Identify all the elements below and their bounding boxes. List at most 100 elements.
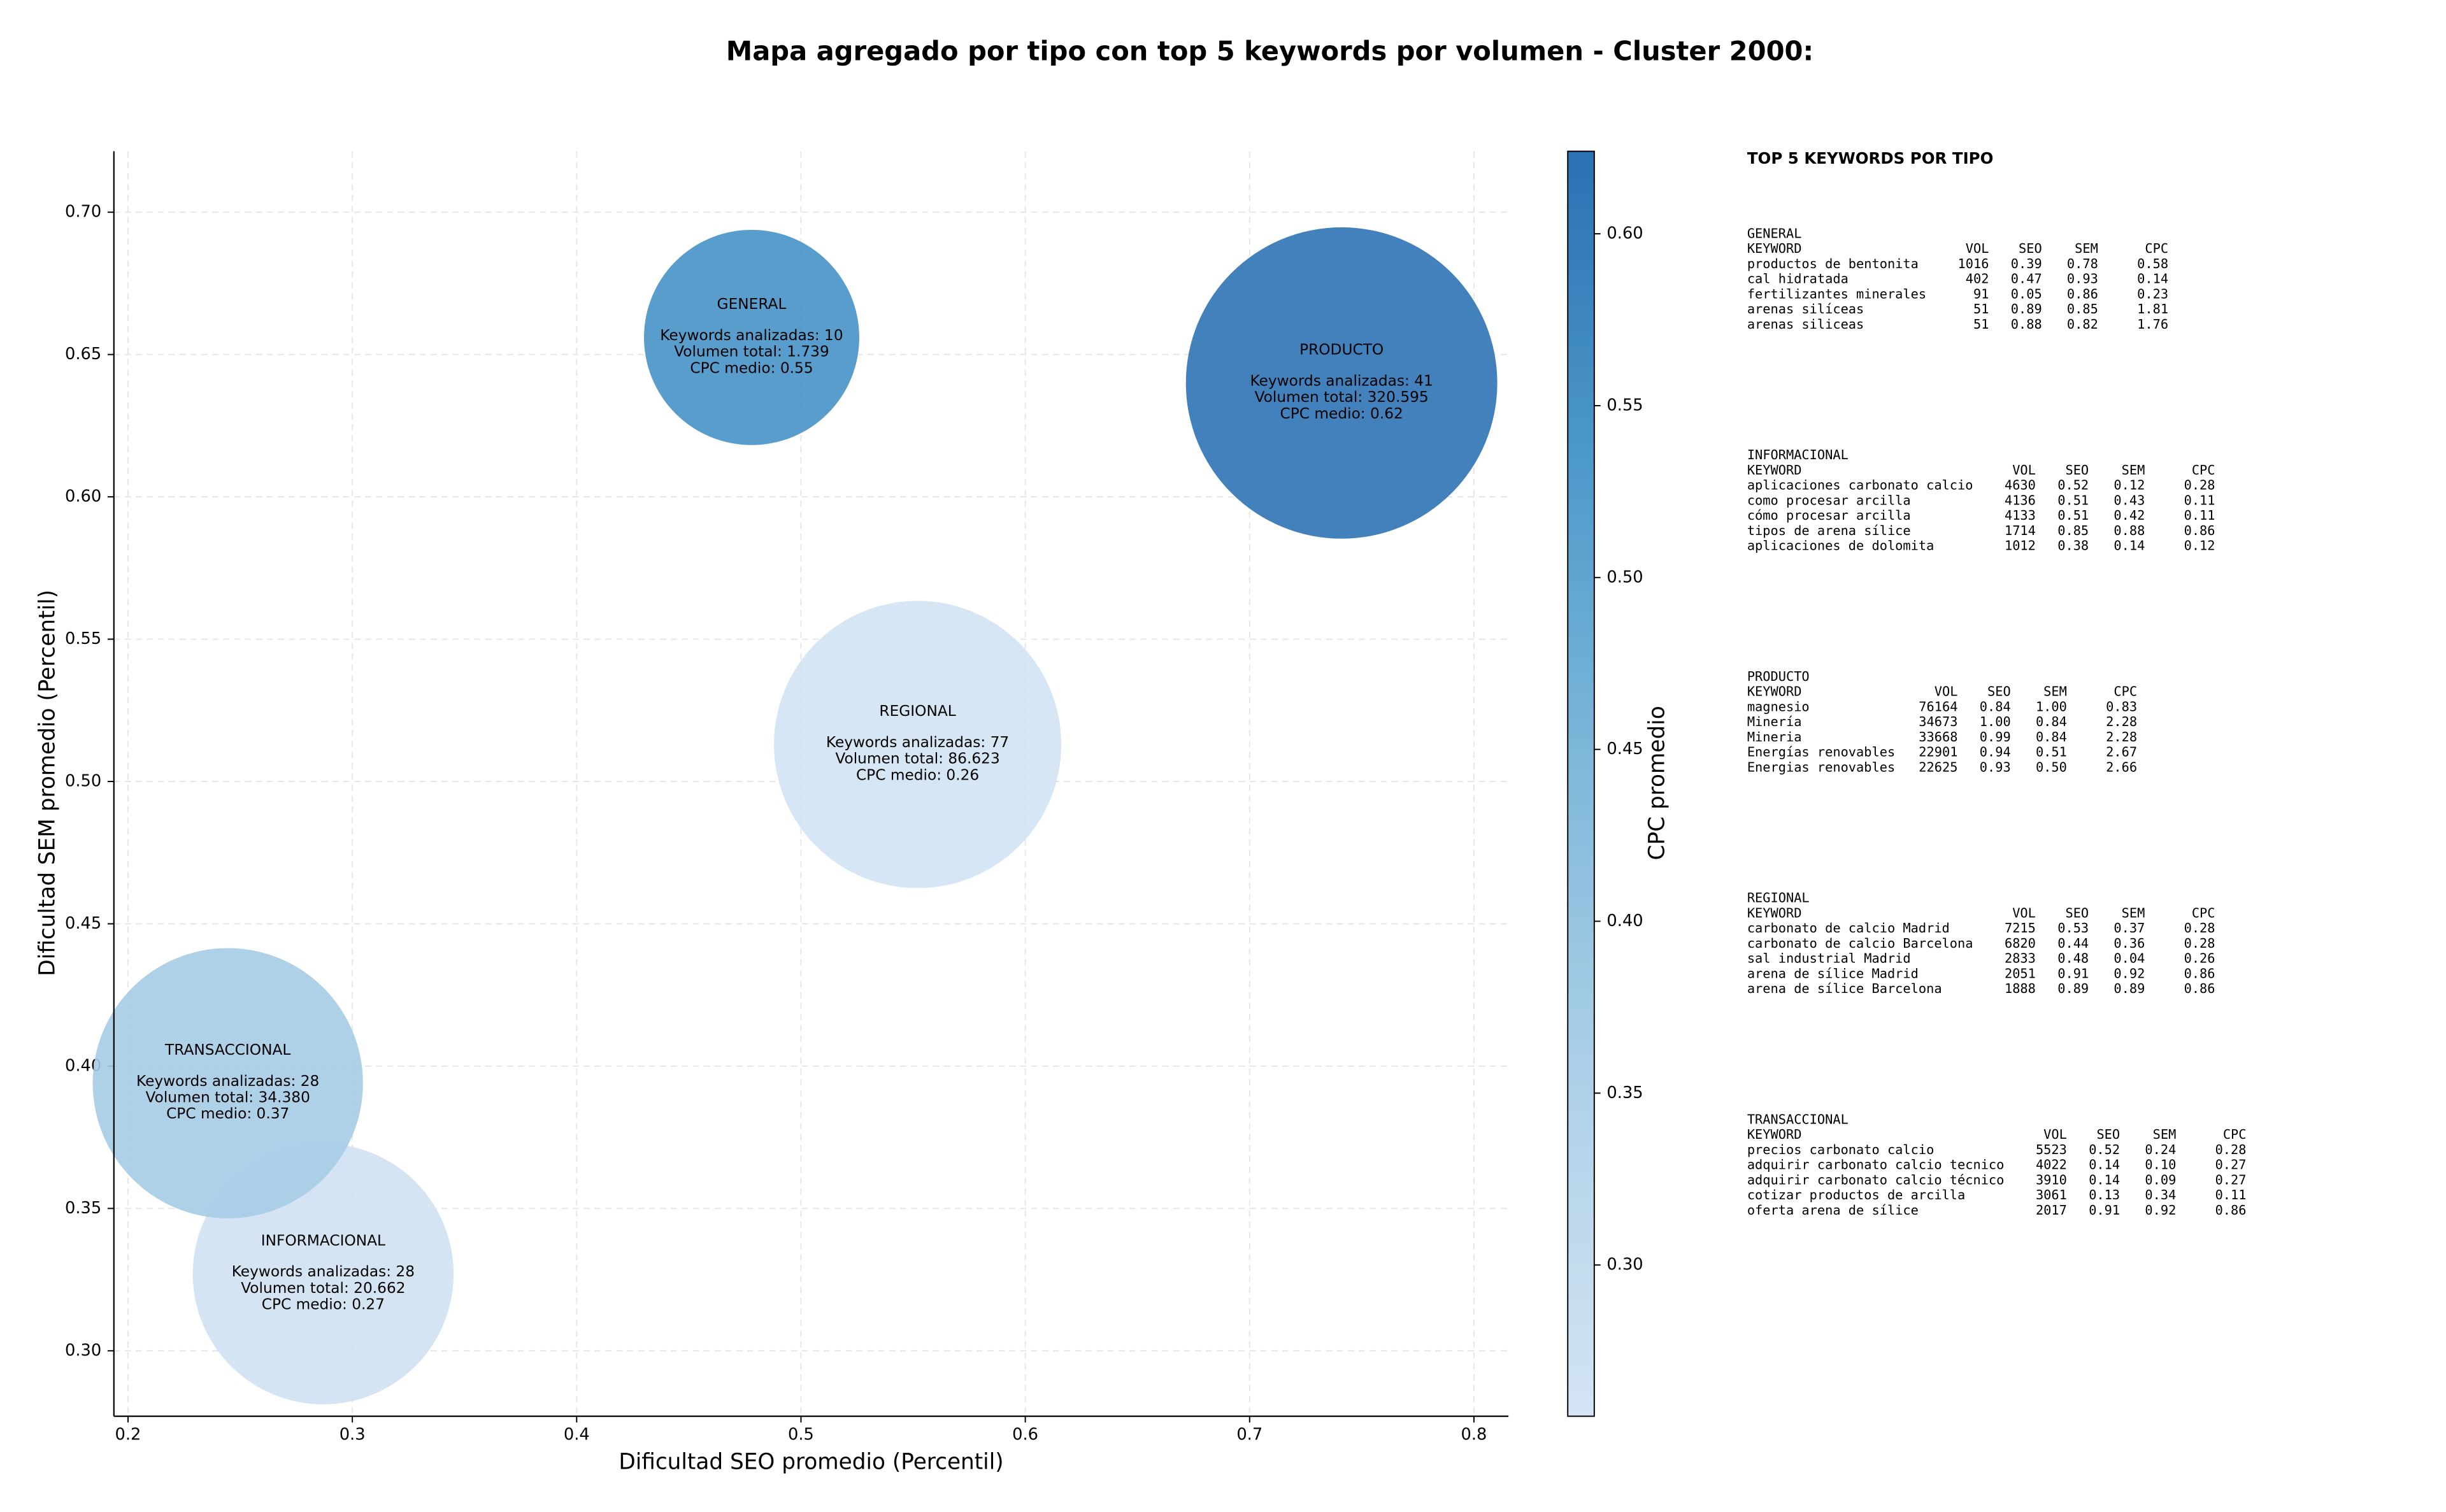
column-header: SEM [2153, 1127, 2177, 1142]
table-cell: 2.28 [2106, 714, 2137, 729]
bubble-text: Keywords analizadas: 41 [1250, 372, 1433, 389]
table-cell: arenas silíceas [1747, 301, 1864, 317]
table-cell: 33668 [1919, 729, 1957, 745]
table-cell: 0.52 [2057, 478, 2089, 493]
table-cell: aplicaciones carbonato calcio [1747, 478, 1973, 493]
table-cell: cal hidratada [1747, 271, 1849, 287]
table-cell: 0.94 [1980, 745, 2011, 760]
table-cell: 2833 [2005, 951, 2036, 966]
table-cell: 76164 [1919, 699, 1957, 714]
table-cell: 0.89 [2113, 981, 2145, 996]
block-name: TRANSACCIONAL [1747, 1111, 1849, 1127]
column-header: CPC [2192, 462, 2215, 478]
column-header: VOL [2043, 1127, 2067, 1142]
table-cell: Minería [1747, 714, 1802, 729]
table-cell: 0.26 [2184, 951, 2215, 966]
table-cell: carbonato de calcio Madrid [1747, 920, 1950, 936]
table-cell: 0.11 [2184, 492, 2215, 508]
table-cell: 0.82 [2067, 317, 2098, 332]
block-name: PRODUCTO [1747, 669, 1810, 684]
table-cell: carbonato de calcio Barcelona [1747, 936, 1973, 951]
table-cell: 0.27 [2215, 1172, 2247, 1187]
column-header: VOL [1935, 684, 1958, 699]
colorbar-tick-label: 0.35 [1606, 1083, 1643, 1102]
table-cell: magnesio [1747, 699, 1810, 714]
table-cell: 0.28 [2215, 1142, 2247, 1157]
colorbar-tick-label: 0.60 [1606, 224, 1643, 243]
block-name: REGIONAL [1747, 890, 1810, 906]
table-cell: 0.93 [2067, 271, 2098, 287]
table-cell: sal industrial Madrid [1747, 951, 1911, 966]
table-cell: 0.88 [2113, 523, 2145, 538]
bubble-text: Volumen total: 320.595 [1255, 389, 1429, 406]
table-cell: 2.28 [2106, 729, 2137, 745]
table-cell: 6820 [2005, 936, 2036, 951]
column-header: VOL [1966, 241, 1989, 256]
column-header: SEM [2122, 905, 2145, 920]
table-cell: 0.47 [2011, 271, 2042, 287]
column-header: CPC [2145, 241, 2168, 256]
table-cell: 0.12 [2113, 478, 2145, 493]
table-cell: tipos de arena sílice [1747, 523, 1911, 538]
colorbar-label: CPC promedio [1645, 706, 1670, 860]
colorbar-tick-label: 0.45 [1606, 739, 1643, 759]
table-cell: 1.81 [2137, 301, 2168, 317]
table-cell: 0.99 [1980, 729, 2011, 745]
table-cell: arena de sílice Barcelona [1747, 981, 1942, 996]
x-tick-label: 0.5 [788, 1425, 814, 1444]
table-cell: 0.92 [2113, 966, 2145, 981]
table-cell: 51 [1973, 317, 1989, 332]
table-cell: 0.84 [2036, 714, 2067, 729]
table-cell: Mineria [1747, 729, 1802, 745]
x-tick-label: 0.4 [564, 1425, 590, 1444]
table-cell: 0.91 [2057, 966, 2089, 981]
column-header: SEO [2065, 905, 2089, 920]
column-header: SEO [1987, 684, 2011, 699]
y-tick-label: 0.60 [65, 487, 101, 506]
bubble [92, 948, 363, 1218]
panel-title: TOP 5 KEYWORDS POR TIPO [1747, 149, 1994, 168]
colorbar [1567, 150, 1595, 1417]
table-cell: Energías renovables [1747, 745, 1895, 760]
table-cell: 0.34 [2145, 1187, 2176, 1202]
table-cell: 0.86 [2215, 1202, 2247, 1218]
x-tick-label: 0.7 [1236, 1425, 1262, 1444]
table-cell: 0.48 [2057, 951, 2089, 966]
table-cell: 51 [1973, 301, 1989, 317]
bubble-text: CPC medio: 0.26 [856, 766, 979, 783]
block-name: GENERAL [1747, 225, 1802, 241]
y-tick-label: 0.35 [65, 1199, 101, 1218]
table-cell: 1.00 [1980, 714, 2011, 729]
bubble-text: Keywords analizadas: 10 [660, 327, 843, 344]
colorbar-tick-label: 0.55 [1606, 396, 1643, 415]
table-cell: 0.05 [2011, 286, 2042, 301]
table-cell: adquirir carbonato calcio técnico [1747, 1172, 2005, 1187]
bubble-text: CPC medio: 0.55 [690, 359, 813, 376]
column-header: CPC [2223, 1127, 2247, 1142]
table-cell: 1.00 [2036, 699, 2067, 714]
x-axis-label: Dificultad SEO promedio (Percentil) [619, 1450, 1003, 1475]
table-cell: 0.28 [2184, 478, 2215, 493]
table-cell: cotizar productos de arcilla [1747, 1187, 1965, 1202]
table-cell: 0.09 [2145, 1172, 2176, 1187]
column-header: SEO [2065, 462, 2089, 478]
table-cell: 0.11 [2184, 508, 2215, 523]
column-header: SEM [2075, 241, 2098, 256]
table-cell: 0.85 [2057, 523, 2089, 538]
y-tick-label: 0.70 [65, 203, 101, 222]
table-cell: 91 [1973, 286, 1989, 301]
table-cell: 0.58 [2137, 256, 2168, 271]
table-cell: 22625 [1919, 759, 1957, 774]
column-header: SEO [2096, 1127, 2120, 1142]
table-cell: 0.24 [2145, 1142, 2176, 1157]
table-cell: 0.13 [2089, 1187, 2120, 1202]
table-cell: 2.67 [2106, 745, 2137, 760]
column-header: CPC [2192, 905, 2215, 920]
table-cell: 5523 [2036, 1142, 2067, 1157]
table-cell: 0.51 [2036, 745, 2067, 760]
table-cell: 0.28 [2184, 920, 2215, 936]
table-cell: 0.86 [2184, 966, 2215, 981]
table-cell: 3061 [2036, 1187, 2067, 1202]
y-tick-label: 0.45 [65, 914, 101, 933]
bubble [1185, 227, 1498, 539]
